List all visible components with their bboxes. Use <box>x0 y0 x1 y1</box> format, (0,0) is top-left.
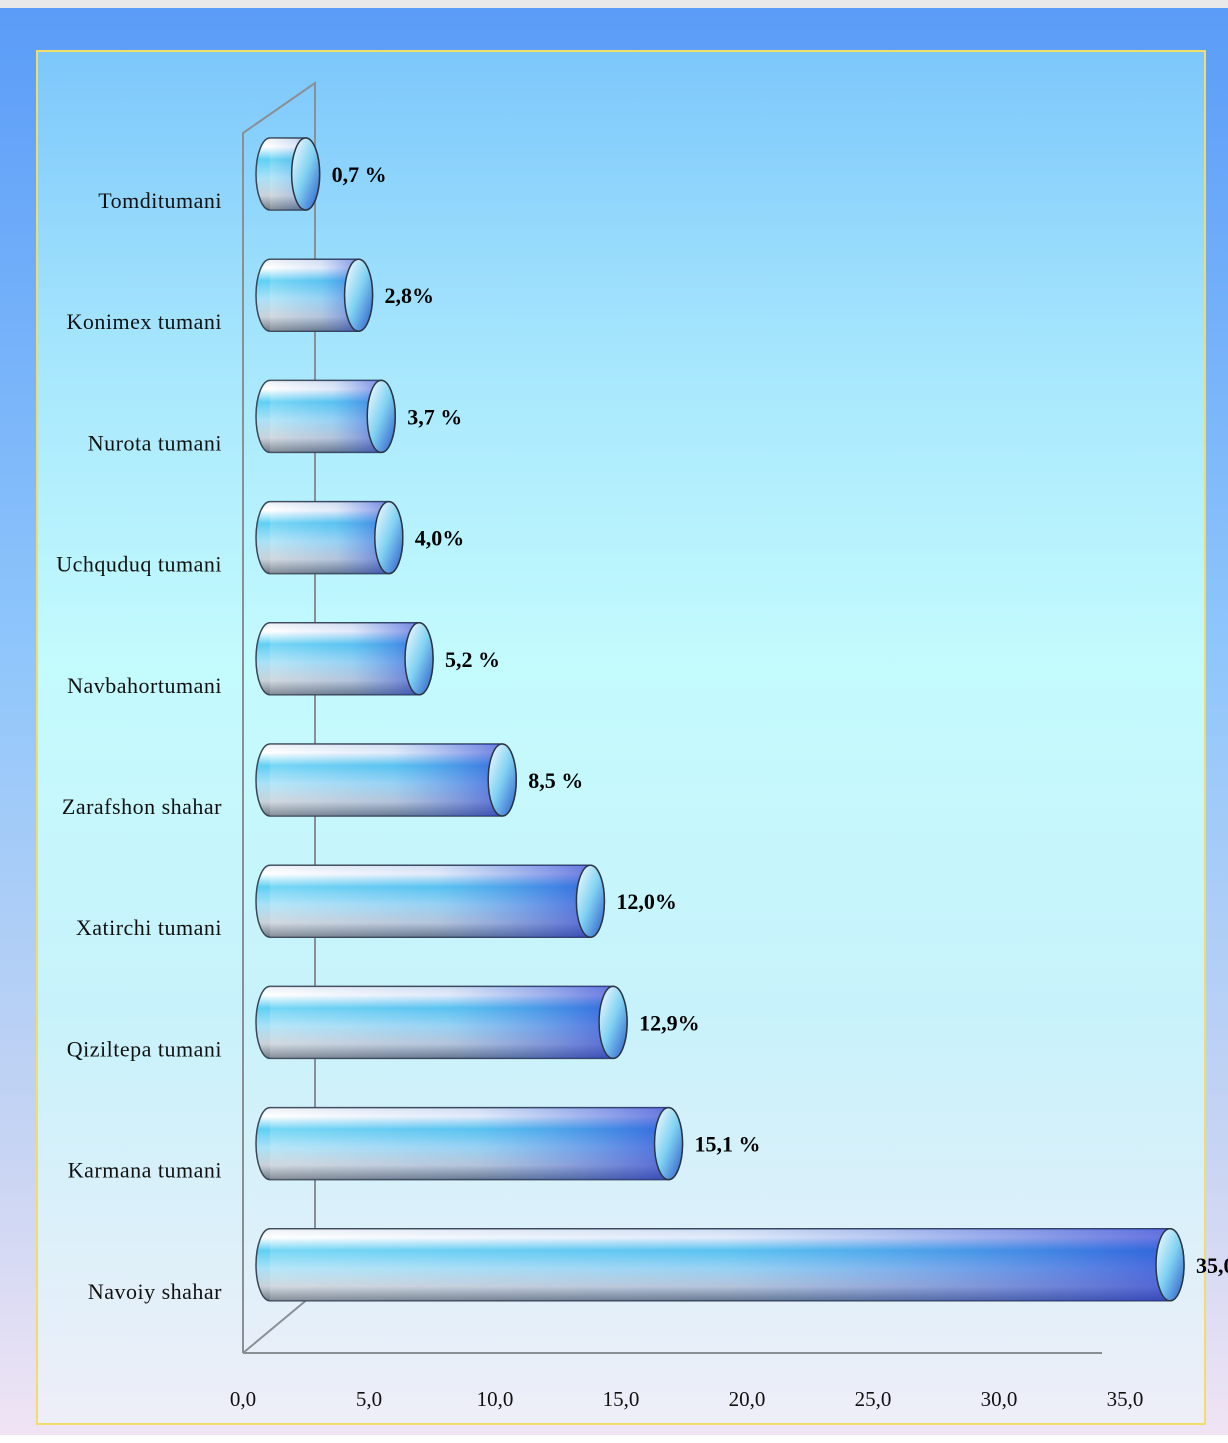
value-label: 0,7 % <box>332 162 387 187</box>
bar-cap <box>653 1106 684 1181</box>
bar-shade <box>270 744 517 816</box>
x-tick-label: 15,0 <box>603 1387 640 1411</box>
bar-shade <box>270 986 628 1059</box>
bar-3 <box>255 379 396 454</box>
bar-9 <box>255 1106 684 1181</box>
bar-shade <box>270 622 434 695</box>
bar-7 <box>255 864 606 938</box>
x-tick-labels: 0,0 5,0 10,0 15,0 20,0 25,0 30,0 35,0 <box>230 1387 1144 1411</box>
bar-4 <box>255 500 404 575</box>
value-labels: 0,7 % 2,8% 3,7 % 4,0% 5,2 % 8,5 % 12,0% 12,9% 15… <box>332 162 1228 1278</box>
bar-shade <box>270 865 605 938</box>
bar-cap <box>1155 1228 1185 1302</box>
bar-2 <box>255 258 374 332</box>
category-label: Xatirchi tumani <box>76 915 222 940</box>
bar-cap <box>366 379 396 454</box>
value-label: 3,7 % <box>407 404 462 429</box>
bar-10 <box>255 1228 1185 1302</box>
bar-shade <box>270 380 396 453</box>
category-label: Karmana tumani <box>68 1158 222 1183</box>
category-label: Uchquduq tumani <box>56 552 222 577</box>
x-tick-label: 10,0 <box>477 1387 514 1411</box>
bar-cap <box>404 622 434 696</box>
category-label: Nurota tumani <box>88 430 222 455</box>
bar-chart: Tomditumani Konimex tumani Nurota tumani Uc… <box>56 81 1228 1411</box>
category-labels: Tomditumani Konimex tumani Nurota tumani Uc… <box>56 188 222 1304</box>
bar-6 <box>255 743 517 817</box>
value-label: 2,8% <box>385 283 435 308</box>
category-label: Navoiy shahar <box>88 1279 222 1304</box>
x-tick-label: 5,0 <box>356 1387 382 1411</box>
bar-shade <box>270 1228 1185 1301</box>
category-label: Navbahortumani <box>67 673 222 698</box>
x-tick-label: 30,0 <box>981 1387 1018 1411</box>
bar-cap <box>487 743 517 817</box>
bar-cap <box>290 137 321 211</box>
value-label: 8,5 % <box>528 768 583 793</box>
bar-cap <box>598 985 628 1060</box>
plot-area <box>36 50 1206 1425</box>
category-label: Tomditumani <box>98 188 222 213</box>
value-label: 5,2 % <box>445 647 500 672</box>
bar-1 <box>255 137 321 211</box>
x-tick-label: 0,0 <box>230 1387 256 1411</box>
bar-5 <box>255 622 434 696</box>
x-tick-label: 35,0 <box>1107 1387 1144 1411</box>
bar-shade <box>270 501 403 574</box>
category-label: Zarafshon shahar <box>62 794 222 819</box>
value-label: 35,0% <box>1196 1253 1228 1278</box>
bar-8 <box>255 985 628 1060</box>
bars-group <box>255 137 1185 1302</box>
floor-edge <box>242 1292 316 1354</box>
value-label: 15,1 % <box>695 1132 761 1157</box>
value-label: 4,0% <box>415 526 465 551</box>
x-tick-label: 25,0 <box>855 1387 892 1411</box>
bar-cap <box>374 500 404 575</box>
value-label: 12,0% <box>616 889 677 914</box>
category-label: Qiziltepa tumani <box>67 1036 222 1061</box>
bar-cap <box>343 258 374 332</box>
bar-cap <box>575 864 606 938</box>
x-tick-label: 20,0 <box>729 1387 766 1411</box>
category-label: Konimex tumani <box>67 309 222 334</box>
value-label: 12,9% <box>639 1010 700 1035</box>
bar-shade <box>270 1107 683 1180</box>
